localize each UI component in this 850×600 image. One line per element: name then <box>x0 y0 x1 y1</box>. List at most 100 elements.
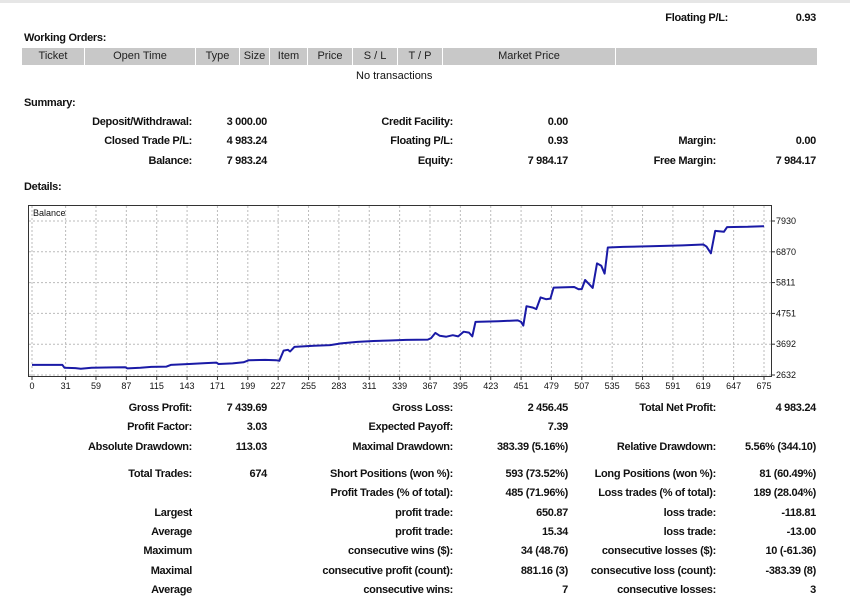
details-value-r2-c2: 5.56% (344.10) <box>744 441 816 453</box>
details-label-r1-c1: Expected Payoff: <box>368 421 454 433</box>
summary-value-r1-c2: 0.00 <box>795 135 817 147</box>
summary-value-r0-c1: 0.00 <box>547 116 569 128</box>
details-label-r5-c2: loss trade: <box>663 507 717 519</box>
x-tick-label: 255 <box>301 381 316 391</box>
details-value-r8-c1: 881.16 (3) <box>520 565 568 577</box>
col-size: Size <box>240 48 270 65</box>
details-value-r3-c1: 593 (73.52%) <box>505 468 569 480</box>
y-tick-label: 6870 <box>776 247 796 257</box>
balance-line <box>32 225 765 370</box>
details-label-r8-c2: consecutive loss (count): <box>590 565 716 577</box>
col-empty <box>616 48 817 65</box>
details-label-r2-c0: Absolute Drawdown: <box>88 441 192 453</box>
details-label-r8-c0: Maximal <box>150 565 193 577</box>
details-label-r9-c1: consecutive wins: <box>363 584 453 596</box>
working-orders-title: Working Orders: <box>24 32 107 44</box>
summary-label-r1-c2: Margin: <box>678 135 716 147</box>
details-value-r7-c2: 10 (-61.36) <box>765 545 816 557</box>
details-label-r4-c2: Loss trades (% of total): <box>598 487 716 499</box>
x-tick-label: 143 <box>180 381 195 391</box>
details-value-r4-c1: 485 (71.96%) <box>505 487 569 499</box>
details-label-r6-c2: loss trade: <box>663 526 717 538</box>
summary-value-r2-c2: 7 984.17 <box>775 155 817 167</box>
details-value-r2-c1: 383.39 (5.16%) <box>496 441 568 453</box>
details-label-r6-c1: profit trade: <box>395 526 453 538</box>
col-market-price: Market Price <box>443 48 616 65</box>
col-price: Price <box>308 48 353 65</box>
summary-label-r1-c1: Floating P/L: <box>390 135 453 147</box>
x-tick-label: 451 <box>514 381 529 391</box>
details-label-r4-c1: Profit Trades (% of total): <box>330 487 453 499</box>
x-tick-label: 31 <box>61 381 71 391</box>
details-label-r8-c1: consecutive profit (count): <box>322 565 453 577</box>
details-value-r4-c2: 189 (28.04%) <box>753 487 817 499</box>
top-floating-label: Floating P/L: <box>665 12 728 24</box>
summary-label-r1-c0: Closed Trade P/L: <box>104 135 192 147</box>
details-label-r3-c0: Total Trades: <box>128 468 192 480</box>
x-tick-label: 339 <box>392 381 407 391</box>
details-label-r5-c0: Largest <box>154 507 192 519</box>
x-tick-label: 115 <box>150 381 164 391</box>
y-tick-label: 7930 <box>776 216 796 226</box>
x-tick-label: 367 <box>422 381 437 391</box>
details-value-r6-c2: -13.00 <box>786 526 817 538</box>
details-value-r1-c1: 7.39 <box>547 421 569 433</box>
details-value-r0-c0: 7 439.69 <box>226 402 268 414</box>
summary-label-r0-c0: Deposit/Withdrawal: <box>92 116 192 128</box>
x-tick-label: 395 <box>453 381 468 391</box>
details-value-r7-c1: 34 (48.76) <box>520 545 568 557</box>
x-tick-label: 87 <box>121 381 131 391</box>
details-title: Details: <box>24 181 62 193</box>
x-tick-label: 0 <box>29 381 34 391</box>
details-label-r0-c0: Gross Profit: <box>128 402 193 414</box>
details-value-r8-c2: -383.39 (8) <box>765 565 816 577</box>
chart-legend-balance: Balance <box>33 208 66 218</box>
top-floating-value: 0.93 <box>795 12 817 24</box>
details-value-r5-c2: -118.81 <box>781 507 816 519</box>
x-tick-label: 311 <box>362 381 376 391</box>
details-label-r0-c2: Total Net Profit: <box>639 402 716 414</box>
x-tick-label: 423 <box>483 381 498 391</box>
details-label-r9-c2: consecutive losses: <box>617 584 716 596</box>
details-label-r2-c2: Relative Drawdown: <box>616 441 716 453</box>
col-ticket: Ticket <box>22 48 85 65</box>
details-value-r9-c1: 7 <box>562 584 568 596</box>
working-orders-header: Ticket Open Time Type Size Item Price S … <box>22 48 817 65</box>
details-value-r1-c0: 3.03 <box>246 421 268 433</box>
summary-label-r2-c1: Equity: <box>417 155 453 167</box>
x-tick-label: 675 <box>756 381 771 391</box>
x-tick-label: 535 <box>605 381 620 391</box>
details-label-r1-c0: Profit Factor: <box>127 421 192 433</box>
details-label-r9-c0: Average <box>151 584 192 596</box>
details-label-r3-c2: Long Positions (won %): <box>594 468 717 480</box>
details-value-r2-c0: 113.03 <box>235 441 268 453</box>
x-tick-label: 647 <box>726 381 741 391</box>
details-value-r5-c1: 650.87 <box>536 507 568 519</box>
x-tick-label: 227 <box>271 381 286 391</box>
col-open-time: Open Time <box>85 48 196 65</box>
col-type: Type <box>196 48 240 65</box>
summary-label-r0-c1: Credit Facility: <box>381 116 453 128</box>
details-label-r7-c1: consecutive wins ($): <box>348 545 453 557</box>
col-tp: T / P <box>398 48 443 65</box>
balance-chart: 0 31 59 87 115 143 171 199 227 255 283 311 339 367 395… <box>28 205 796 391</box>
details-value-r0-c2: 4 983.24 <box>775 402 817 414</box>
summary-value-r0-c0: 3 000.00 <box>226 116 268 128</box>
col-item: Item <box>270 48 308 65</box>
summary-label-r2-c2: Free Margin: <box>653 155 717 167</box>
details-value-r9-c2: 3 <box>810 584 816 596</box>
details-value-r3-c2: 81 (60.49%) <box>759 468 816 480</box>
y-tick-label: 2632 <box>776 370 796 380</box>
no-transactions-text: No transactions <box>356 70 433 82</box>
details-label-r3-c1: Short Positions (won %): <box>330 468 453 480</box>
summary-label-r2-c0: Balance: <box>148 155 193 167</box>
summary-value-r2-c1: 7 984.17 <box>527 155 569 167</box>
details-label-r2-c1: Maximal Drawdown: <box>352 441 453 453</box>
x-tick-label: 171 <box>210 381 225 391</box>
y-tick-label: 5811 <box>776 278 795 288</box>
details-value-r0-c1: 2 456.45 <box>527 402 569 414</box>
summary-value-r1-c0: 4 983.24 <box>226 135 268 147</box>
top-scroll-edge <box>0 0 850 3</box>
details-label-r6-c0: Average <box>151 526 192 538</box>
x-tick-label: 619 <box>696 381 711 391</box>
